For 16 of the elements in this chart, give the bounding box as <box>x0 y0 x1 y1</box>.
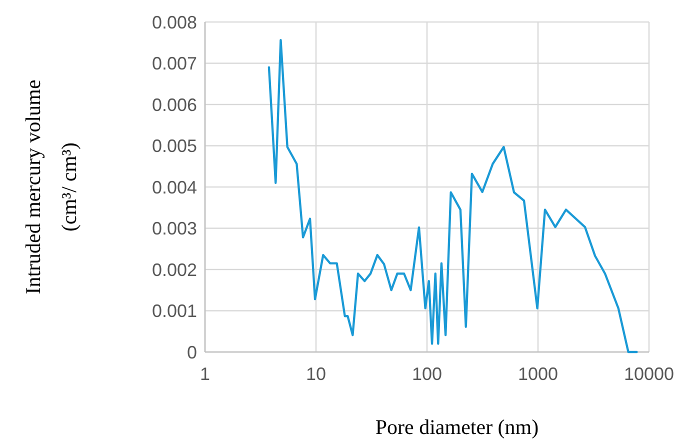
y-tick-label: 0.002 <box>152 260 197 280</box>
y-tick-label: 0.001 <box>152 301 197 322</box>
y-tick-label: 0.006 <box>152 94 197 115</box>
x-axis-title: Pore diameter (nm) <box>375 415 539 439</box>
y-tick-label: 0.004 <box>152 177 197 198</box>
y-tick-label: 0.003 <box>152 218 197 239</box>
x-tick-label: 100 <box>412 364 442 384</box>
x-tick-label: 1 <box>200 364 210 384</box>
y-axis-title: Intruded mercury volume (cm³/ cm³) <box>21 80 81 294</box>
x-tick-label: 10000 <box>624 364 674 384</box>
x-tick-label: 1000 <box>518 364 558 384</box>
x-tick-label: 10 <box>306 364 326 384</box>
y-tick-label: 0.008 <box>152 12 197 32</box>
y-tick-label: 0.005 <box>152 136 197 156</box>
y-tick-label: 0 <box>186 342 197 362</box>
y-tick-label: 0.007 <box>152 54 197 74</box>
